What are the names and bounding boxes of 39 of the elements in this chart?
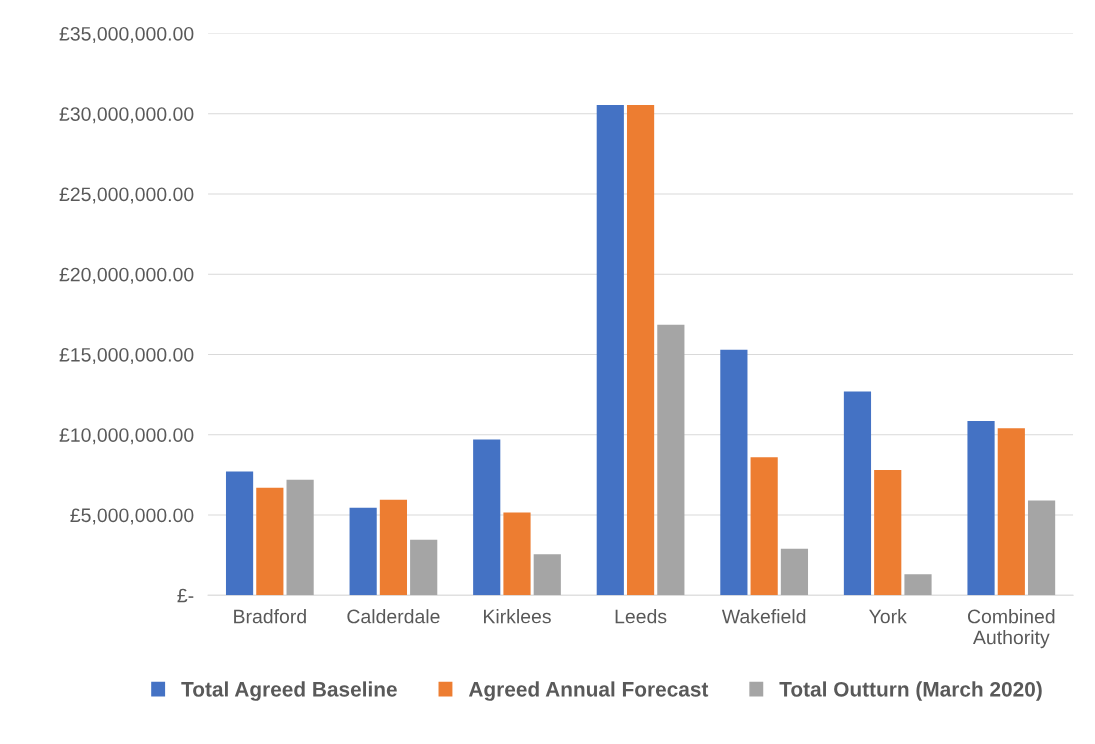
bar (967, 421, 995, 596)
x-tick-label: Calderdale (347, 609, 440, 624)
bar (843, 391, 872, 596)
bar (225, 471, 254, 596)
x-tick-label: Combined Authority (967, 609, 1055, 649)
bar (596, 104, 624, 596)
x-tick-label: Leeds (615, 609, 667, 624)
bar (286, 479, 314, 596)
legend-label: Total Agreed Baseline (181, 681, 397, 701)
bar (1027, 500, 1056, 596)
bar (349, 507, 377, 596)
y-tick-label: £15,000,000.00 (59, 347, 194, 364)
bar (720, 349, 748, 596)
bar (750, 457, 778, 596)
x-tick-label: Bradford (234, 609, 306, 624)
y-tick-label: £10,000,000.00 (59, 428, 194, 445)
bar (503, 512, 531, 596)
legend-label: Total Outturn (March 2020) (779, 681, 1042, 701)
y-tick-label: £20,000,000.00 (59, 267, 194, 284)
x-tick-label: Kirklees (484, 609, 551, 624)
y-tick-label: £30,000,000.00 (59, 107, 194, 124)
bar (410, 539, 438, 596)
bar (626, 104, 655, 596)
bar (780, 548, 809, 596)
bar (473, 439, 501, 596)
legend-label: Agreed Annual Forecast (468, 681, 709, 701)
y-tick-label: £5,000,000.00 (70, 508, 194, 525)
y-tick-label: £- (177, 588, 194, 603)
bar (904, 574, 932, 596)
bar (874, 470, 902, 596)
bar (533, 554, 561, 596)
x-tick-label: York (869, 609, 907, 624)
bar (379, 499, 408, 596)
bar (657, 324, 685, 596)
x-tick-label: Wakefield (721, 609, 806, 624)
bar (997, 428, 1025, 596)
y-tick-label: £35,000,000.00 (59, 26, 194, 44)
bar (256, 487, 284, 596)
y-tick-label: £25,000,000.00 (59, 187, 194, 204)
